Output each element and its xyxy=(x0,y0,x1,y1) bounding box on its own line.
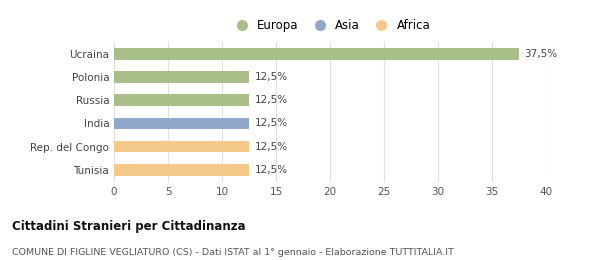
Text: 12,5%: 12,5% xyxy=(254,72,287,82)
Text: 12,5%: 12,5% xyxy=(254,118,287,128)
Bar xyxy=(114,48,519,60)
Text: Cittadini Stranieri per Cittadinanza: Cittadini Stranieri per Cittadinanza xyxy=(12,220,245,233)
Bar xyxy=(114,71,249,83)
Legend: Europa, Asia, Africa: Europa, Asia, Africa xyxy=(227,17,433,34)
Text: 12,5%: 12,5% xyxy=(254,142,287,152)
Text: 12,5%: 12,5% xyxy=(254,165,287,175)
Bar xyxy=(114,164,249,176)
Text: 37,5%: 37,5% xyxy=(524,49,557,59)
Bar xyxy=(114,118,249,129)
Bar xyxy=(114,141,249,152)
Text: COMUNE DI FIGLINE VEGLIATURO (CS) - Dati ISTAT al 1° gennaio - Elaborazione TUTT: COMUNE DI FIGLINE VEGLIATURO (CS) - Dati… xyxy=(12,248,454,257)
Bar xyxy=(114,94,249,106)
Text: 12,5%: 12,5% xyxy=(254,95,287,105)
